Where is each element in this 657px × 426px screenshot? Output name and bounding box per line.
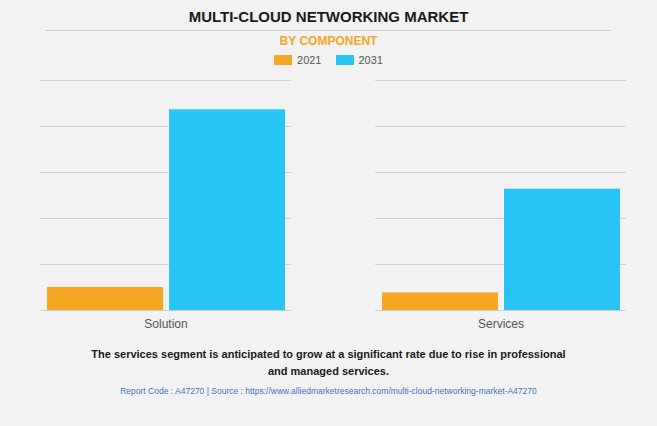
html-text:2031: 2031 (358, 54, 383, 66)
html-text:2021: 2021 (297, 54, 322, 66)
svg-text:Services: Services (478, 317, 524, 331)
html-text:The services segment is antici: The services segment is anticipated to g… (91, 348, 566, 377)
html-text:MULTI-CLOUD NETWORKING MARKET: MULTI-CLOUD NETWORKING MARKET (188, 8, 469, 25)
html-text:Report Code : A47270 | Source: Report Code : A47270 | Source : https://… (120, 386, 537, 397)
html-text:BY COMPONENT: BY COMPONENT (279, 34, 378, 48)
svg-text:Solution: Solution (144, 317, 187, 331)
